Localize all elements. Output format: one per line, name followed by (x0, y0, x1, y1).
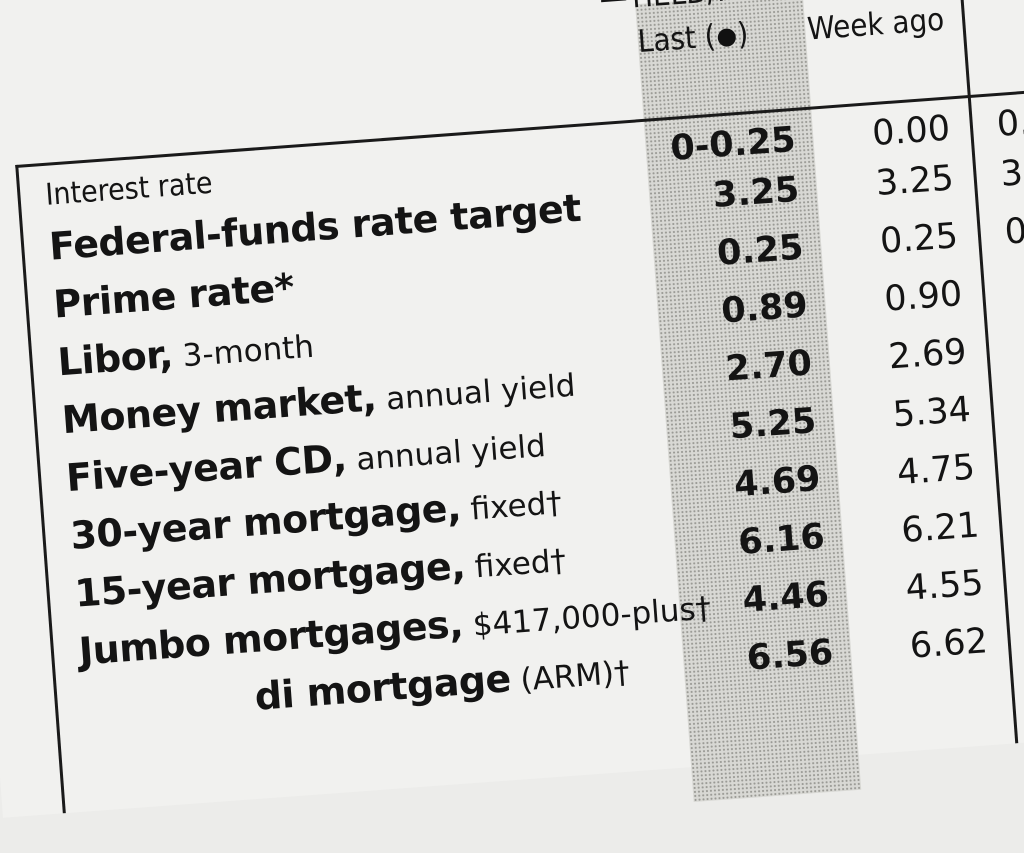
row-1-next: 0. (995, 102, 1024, 145)
row-3-label: Prime rate* (51, 265, 296, 327)
row-10-label: di mortgage (ARM)† (253, 654, 631, 719)
row-6-week: 5.34 (891, 389, 973, 436)
row-10-week: 6.62 (908, 621, 990, 667)
week-ago-column-header: Week ago (806, 1, 946, 48)
row-2-next: 3 (999, 153, 1024, 195)
row-3-next: 0 (1003, 211, 1024, 253)
row-8-week: 6.21 (900, 505, 981, 552)
row-3-week: 0.25 (878, 216, 960, 262)
row-2-week: 3.25 (874, 158, 956, 204)
newspaper-table: —YIELD/RATE (%) — Last () Week ago Lo In… (15, 0, 1024, 814)
row-4-week: 0.90 (883, 274, 964, 320)
row-4-label: Libor, 3-month (56, 328, 316, 385)
row-9-week: 4.55 (904, 563, 985, 609)
row-5-week: 2.69 (887, 331, 968, 378)
row-7-week: 4.75 (895, 447, 977, 494)
filled-circle-icon (716, 27, 737, 47)
section-label: Interest rate (44, 165, 214, 213)
row-1-week: 0.00 (870, 108, 952, 155)
